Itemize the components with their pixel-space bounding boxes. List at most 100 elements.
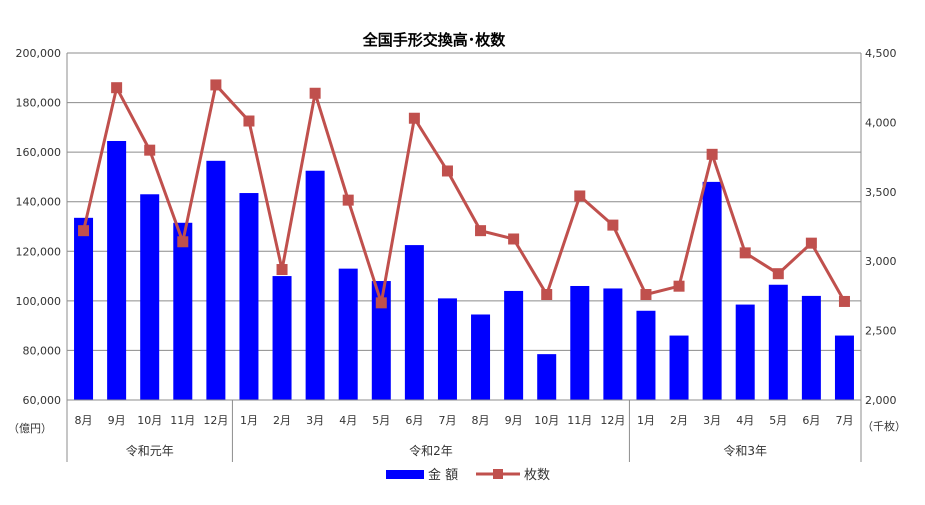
bar	[173, 222, 193, 400]
right-tick-label: 4,000	[865, 116, 897, 129]
category-label: 6月	[802, 414, 820, 427]
category-label: 9月	[505, 414, 523, 427]
bar	[570, 285, 590, 400]
line-marker	[541, 289, 553, 301]
right-tick-label: 3,000	[865, 255, 897, 268]
category-label: 10月	[137, 414, 162, 427]
left-axis-unit: （億円）	[8, 422, 52, 435]
bar	[437, 298, 457, 400]
era-label: 令和元年	[126, 443, 174, 458]
left-tick-label: 80,000	[23, 344, 62, 357]
category-label: 3月	[306, 414, 324, 427]
bar	[471, 314, 491, 400]
category-label: 1月	[637, 414, 655, 427]
line-marker	[706, 148, 718, 160]
bar	[272, 276, 292, 400]
line-marker	[375, 297, 387, 309]
chart-title: 全国手形交換高･枚数	[362, 31, 507, 49]
era-labels: 令和元年 令和2年 令和3年	[66, 400, 862, 462]
bar	[404, 245, 424, 400]
right-tick-label: 2,500	[865, 325, 897, 338]
line-marker	[772, 268, 784, 280]
category-label: 4月	[339, 414, 357, 427]
left-tick-label: 200,000	[16, 47, 62, 60]
bar	[206, 160, 226, 400]
category-label: 5月	[769, 414, 787, 427]
line-marker	[640, 289, 652, 301]
bar	[537, 354, 557, 400]
bar	[338, 268, 358, 400]
line-marker	[210, 79, 222, 91]
bar	[801, 295, 821, 400]
line-marker	[408, 112, 420, 124]
left-tick-label: 60,000	[23, 394, 62, 407]
bar	[74, 217, 94, 400]
category-label: 5月	[372, 414, 390, 427]
bar	[768, 284, 788, 400]
left-tick-label: 180,000	[16, 97, 62, 110]
line-marker	[342, 194, 354, 206]
bar-series	[74, 140, 854, 400]
line-marker	[805, 237, 817, 249]
left-tick-label: 160,000	[16, 146, 62, 159]
category-label: 1月	[240, 414, 258, 427]
right-tick-label: 4,500	[865, 47, 897, 60]
axes	[66, 53, 862, 401]
legend-line-label: 枚数	[524, 468, 550, 483]
bar	[735, 304, 755, 400]
bar	[504, 290, 524, 400]
line-marker	[309, 87, 321, 99]
right-axis-ticks: 2,000 2,500 3,000 3,500 4,000 4,500	[865, 47, 897, 407]
line-marker	[475, 225, 487, 237]
category-label: 8月	[75, 414, 93, 427]
bar	[669, 335, 689, 400]
category-label: 11月	[567, 414, 592, 427]
left-axis-ticks: 60,000 80,000 100,000 120,000 140,000 160,000…	[16, 47, 62, 407]
category-label: 2月	[273, 414, 291, 427]
category-label: 3月	[703, 414, 721, 427]
line-marker	[276, 264, 288, 276]
category-label: 9月	[108, 414, 126, 427]
line-series	[78, 79, 850, 309]
category-label: 12月	[203, 414, 228, 427]
bar	[239, 193, 259, 400]
category-label: 7月	[835, 414, 853, 427]
legend: 金 額 枚数	[386, 467, 550, 483]
era-label: 令和3年	[723, 443, 767, 458]
left-tick-label: 140,000	[16, 196, 62, 209]
category-label: 4月	[736, 414, 754, 427]
line-marker	[739, 247, 751, 259]
line-marker	[78, 225, 90, 237]
bar	[834, 335, 854, 400]
line-path	[82, 81, 846, 304]
line-marker	[177, 236, 189, 248]
category-labels: 8月 9月 10月 11月 12月 1月 2月 3月 4月 5月 6月 7月 8月 9月 10月 11月 12月…	[75, 414, 854, 427]
legend-line-marker	[493, 469, 503, 479]
category-label: 10月	[534, 414, 559, 427]
bar	[636, 310, 656, 400]
line-marker	[574, 190, 586, 202]
line-marker	[111, 82, 123, 94]
category-label: 7月	[438, 414, 456, 427]
legend-bar-label: 金 額	[428, 467, 458, 483]
bar	[305, 170, 325, 400]
left-tick-label: 120,000	[16, 245, 62, 258]
line-marker	[508, 233, 520, 245]
bar	[107, 140, 127, 400]
line-marker	[838, 295, 850, 307]
line-marker	[243, 115, 255, 127]
right-tick-label: 3,500	[865, 186, 897, 199]
right-tick-label: 2,000	[865, 394, 897, 407]
era-label: 令和2年	[409, 443, 453, 458]
line-marker	[441, 165, 453, 177]
category-label: 2月	[670, 414, 688, 427]
category-label: 12月	[600, 414, 625, 427]
category-label: 6月	[405, 414, 423, 427]
legend-bar-swatch	[386, 470, 424, 479]
bar	[702, 181, 722, 400]
right-axis-unit: （千枚）	[862, 419, 906, 433]
line-marker	[673, 280, 685, 292]
bar	[140, 194, 160, 400]
line-marker	[144, 144, 156, 156]
